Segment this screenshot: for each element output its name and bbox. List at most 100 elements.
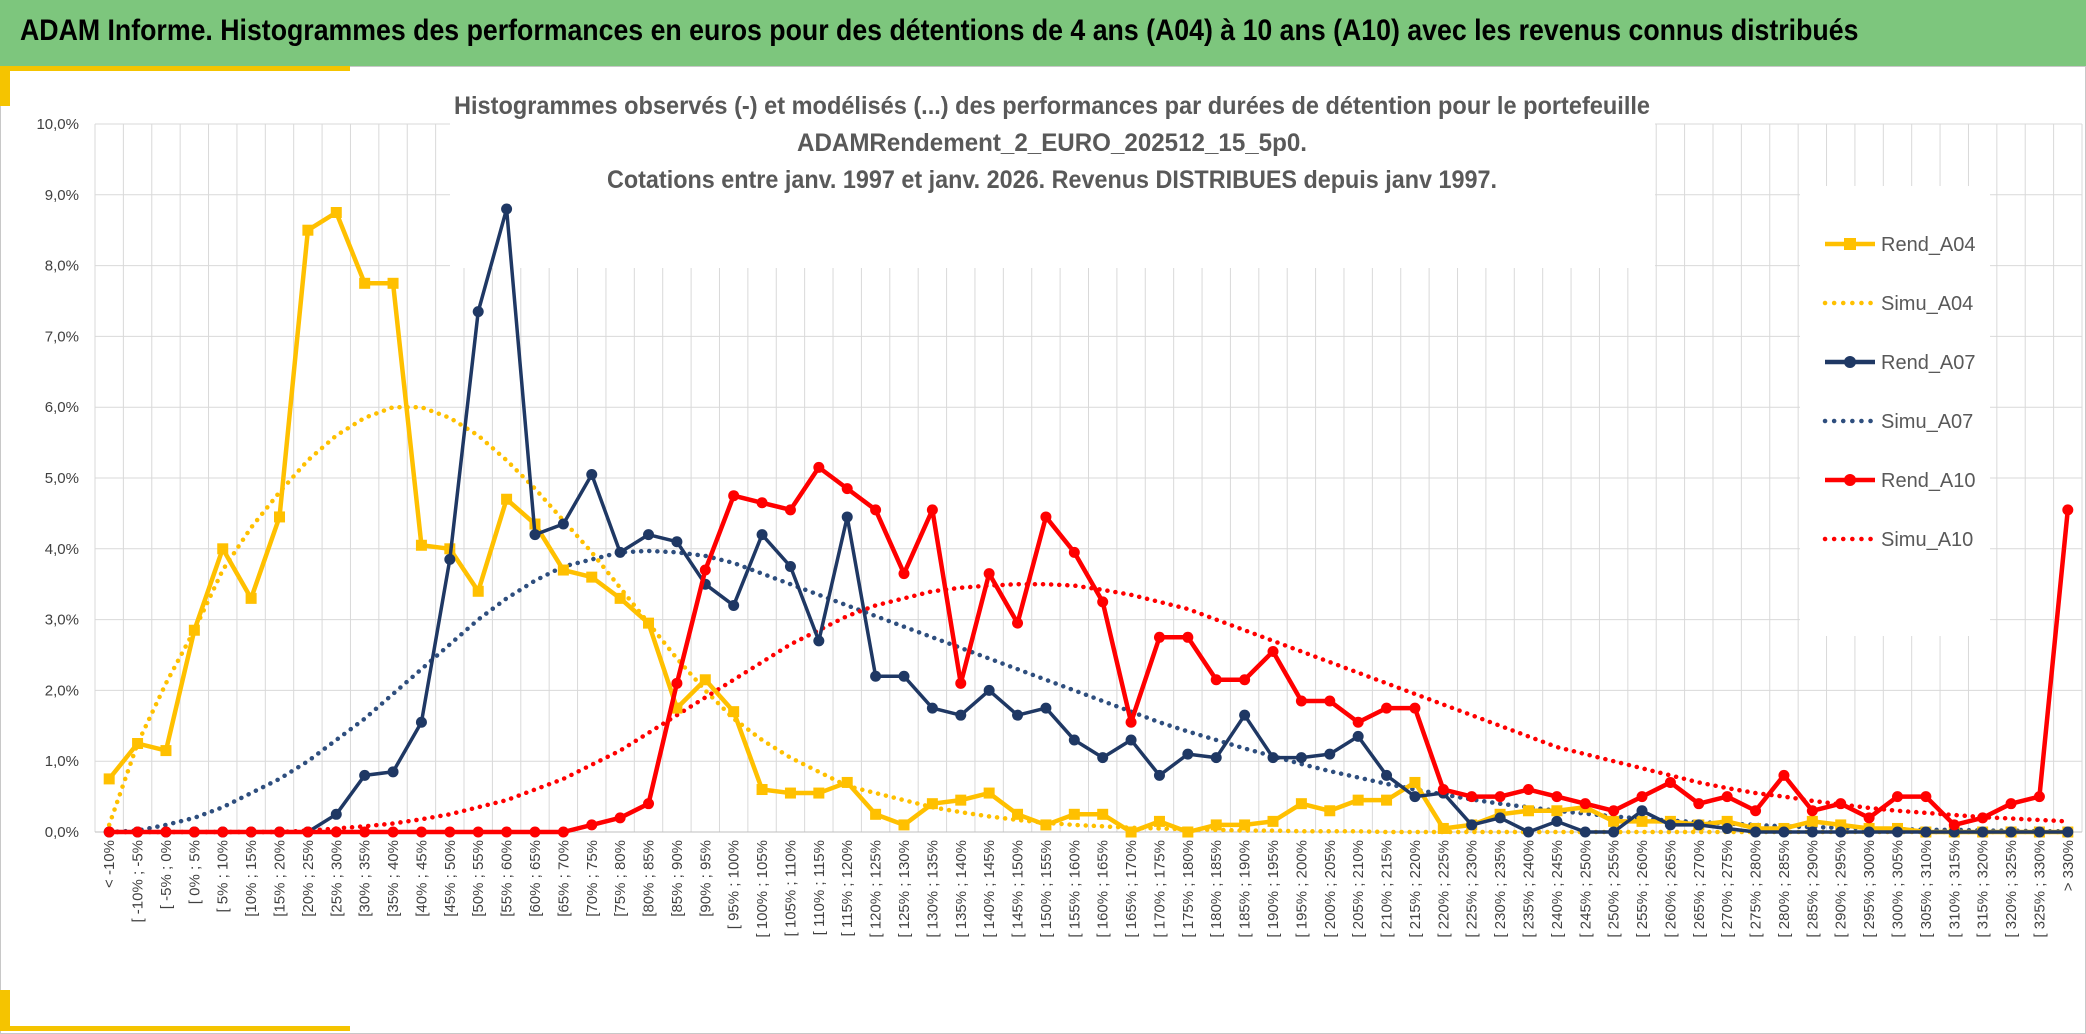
x-tick-label: [ 295% ; 300%	[1861, 840, 1878, 938]
data-point-rend_a07	[1012, 709, 1024, 721]
data-point-rend_a04	[1636, 815, 1648, 827]
data-point-rend_a04	[1267, 815, 1279, 827]
data-point-rend_a10	[103, 826, 115, 838]
data-point-rend_a04	[1806, 815, 1818, 827]
chart-title-line: Cotations entre janv. 1997 et janv. 2026…	[607, 166, 1497, 194]
data-point-rend_a10	[501, 826, 513, 838]
x-tick-label: [20% ; 25%	[300, 840, 317, 917]
data-point-rend_a07	[1125, 734, 1137, 746]
x-tick-label: [ 205% ; 210%	[1350, 840, 1367, 938]
x-tick-label: [ 180% ; 185%	[1208, 840, 1225, 938]
data-point-rend_a10	[557, 826, 569, 838]
data-point-rend_a10	[1579, 798, 1591, 810]
x-tick-label: [ 250% ; 255%	[1606, 840, 1623, 938]
data-point-rend_a04	[983, 787, 995, 799]
data-point-rend_a10	[1750, 805, 1762, 817]
data-point-rend_a10	[756, 497, 768, 509]
x-tick-label: [ 200% ; 205%	[1322, 840, 1339, 938]
x-tick-label: [ 235% ; 240%	[1520, 840, 1537, 938]
histogram-chart: 0,0% 1,0% 2,0% 3,0% 4,0% 5,0% 6,0% 7,0% 8,0% 9,0%…	[36, 86, 2083, 938]
data-point-rend_a10	[1636, 791, 1648, 803]
data-point-rend_a10	[1239, 674, 1251, 686]
data-point-rend_a10	[2062, 504, 2074, 516]
x-tick-label: [ 270% ; 275%	[1719, 840, 1736, 938]
data-point-rend_a04	[387, 277, 399, 289]
data-point-rend_a10	[274, 826, 286, 838]
data-point-rend_a04	[955, 794, 967, 806]
data-point-rend_a10	[1267, 645, 1279, 657]
data-point-rend_a07	[1835, 826, 1847, 838]
x-tick-label: [ 275% ; 280%	[1748, 840, 1765, 938]
x-tick-label: > 330%	[2060, 840, 2077, 891]
data-point-rend_a07	[1409, 791, 1421, 803]
data-point-rend_a07	[529, 529, 541, 541]
data-point-rend_a07	[1636, 805, 1648, 817]
x-tick-label: [ 170% ; 175%	[1151, 840, 1168, 938]
data-point-rend_a10	[784, 504, 796, 516]
data-point-rend_a10	[302, 826, 314, 838]
x-tick-label: [ 285% ; 290%	[1804, 840, 1821, 938]
x-tick-label: [ 195% ; 200%	[1293, 840, 1310, 938]
data-point-rend_a07	[1040, 702, 1052, 714]
data-point-rend_a04	[132, 738, 144, 749]
x-tick-label: [ 150% ; 155%	[1038, 840, 1055, 938]
y-tick-label: 5,0%	[45, 470, 79, 487]
legend-marker	[1844, 474, 1856, 486]
data-point-rend_a04	[841, 776, 853, 788]
data-point-rend_a07	[1295, 752, 1307, 764]
data-point-rend_a10	[1324, 695, 1336, 707]
data-point-rend_a10	[1891, 791, 1903, 803]
data-point-rend_a04	[1324, 805, 1336, 817]
data-point-rend_a07	[586, 468, 598, 480]
y-tick-label: 3,0%	[45, 612, 79, 629]
data-point-rend_a07	[1664, 819, 1676, 831]
data-point-rend_a10	[1409, 702, 1421, 714]
data-point-rend_a07	[1068, 734, 1080, 746]
data-point-rend_a10	[898, 568, 910, 580]
y-tick-label: 9,0%	[45, 187, 79, 204]
data-point-rend_a07	[387, 766, 399, 778]
x-tick-label: [ 135% ; 140%	[953, 840, 970, 938]
x-tick-label: [80% ; 85%	[641, 840, 658, 917]
data-point-rend_a10	[643, 798, 655, 810]
data-point-rend_a10	[1182, 631, 1194, 643]
x-tick-label: [45% ; 50%	[442, 840, 459, 917]
data-point-rend_a04	[103, 773, 115, 785]
y-tick-label: 10,0%	[36, 116, 79, 133]
data-point-rend_a10	[671, 677, 683, 689]
data-point-rend_a07	[1381, 769, 1393, 781]
data-point-rend_a10	[1835, 798, 1847, 810]
x-tick-label: [ 95% ; 100%	[726, 840, 743, 929]
x-tick-label: [ 305% ; 310%	[1918, 840, 1935, 938]
data-point-rend_a07	[870, 670, 882, 682]
x-tick-label: [ 185% ; 190%	[1237, 840, 1254, 938]
legend-marker	[1844, 238, 1856, 250]
data-point-rend_a07	[898, 670, 910, 682]
data-point-rend_a04	[671, 702, 683, 714]
data-point-rend_a10	[1381, 702, 1393, 714]
accent-corner-top-left	[0, 66, 10, 106]
data-point-rend_a07	[1097, 752, 1109, 764]
legend-label: Simu_A07	[1881, 411, 1973, 433]
data-point-rend_a07	[1352, 730, 1364, 742]
data-point-rend_a04	[1125, 826, 1137, 838]
data-point-rend_a07	[614, 546, 626, 558]
data-point-rend_a07	[841, 511, 853, 523]
data-point-rend_a10	[1125, 716, 1137, 728]
y-tick-label: 6,0%	[45, 399, 79, 416]
data-point-rend_a04	[302, 224, 314, 236]
data-point-rend_a10	[1778, 769, 1790, 781]
x-tick-label: [ 155% ; 160%	[1066, 840, 1083, 938]
data-point-rend_a10	[1664, 776, 1676, 788]
series-line-rend_a07	[109, 207, 2068, 834]
data-point-rend_a10	[1494, 791, 1506, 803]
data-point-rend_a10	[1153, 631, 1165, 643]
data-point-rend_a04	[870, 808, 882, 820]
x-tick-label: [35% ; 40%	[385, 840, 402, 917]
data-point-rend_a10	[926, 504, 938, 516]
data-point-rend_a10	[1295, 695, 1307, 707]
data-point-rend_a07	[1182, 748, 1194, 760]
x-tick-label: [ 240% ; 245%	[1549, 840, 1566, 938]
data-point-rend_a07	[2062, 826, 2074, 838]
x-tick-label: [ 210% ; 215%	[1379, 840, 1396, 938]
